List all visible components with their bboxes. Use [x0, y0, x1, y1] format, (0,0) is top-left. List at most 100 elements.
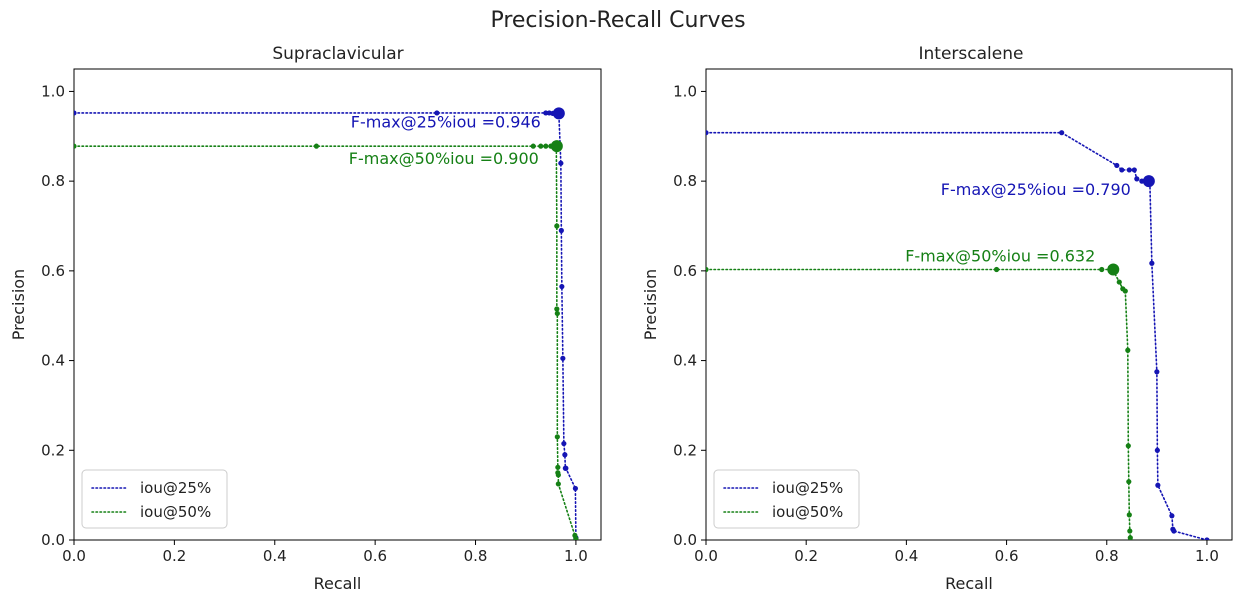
y-tick-label: 1.0: [41, 82, 65, 100]
data-point: [1154, 447, 1160, 453]
series-iou@50%: [706, 263, 1133, 540]
data-point: [1127, 528, 1133, 534]
data-point: [558, 227, 564, 234]
subplot-title: Supraclavicular: [272, 44, 403, 64]
subplots: Supraclavicular 0.0 0.2 0.4 0.6 0.8 1.0 0.0 0.2 0…: [9, 44, 1233, 593]
data-point: [1122, 288, 1128, 294]
legend-label: iou@25%: [772, 479, 843, 497]
data-point: [558, 160, 564, 166]
subplot-title: Interscalene: [919, 44, 1024, 64]
y-tick-label: 0.2: [41, 441, 65, 459]
data-point: [554, 306, 560, 312]
data-point: [559, 283, 565, 290]
legend-label: iou@50%: [140, 503, 211, 521]
data-point: [1125, 347, 1131, 353]
series-iou@25%: [706, 130, 1210, 540]
fmax-annotation: F-max@25%iou =0.790: [941, 180, 1131, 199]
x-tick-label: 0.0: [694, 547, 718, 565]
y-tick-label: 0.6: [41, 262, 65, 280]
data-point: [572, 485, 579, 492]
figure-title: Precision-Recall Curves: [490, 8, 745, 33]
data-point: [1204, 537, 1210, 540]
data-point: [555, 464, 561, 470]
data-point: [1126, 167, 1132, 173]
x-tick-label: 0.8: [1095, 547, 1119, 565]
data-point: [554, 310, 560, 317]
x-tick-label: 0.0: [62, 547, 86, 565]
data-point: [1149, 260, 1155, 266]
data-point: [1127, 535, 1133, 540]
data-point: [1154, 369, 1160, 375]
x-tick-label: 0.8: [464, 547, 488, 565]
x-tick-label: 0.2: [794, 547, 818, 565]
y-tick-label: 0.4: [673, 352, 697, 370]
data-point: [563, 465, 569, 471]
data-point: [434, 110, 440, 116]
data-point: [543, 143, 549, 149]
legend-label: iou@25%: [140, 479, 211, 497]
y-tick-label: 0.0: [673, 531, 697, 549]
fmax-annotation: F-max@50%iou =0.900: [349, 149, 539, 168]
data-point: [993, 266, 1000, 273]
y-tick-label: 0.2: [673, 441, 697, 459]
fmax-marker: [1142, 175, 1155, 188]
x-tick-label: 0.6: [363, 547, 387, 565]
axes-frame: [73, 68, 602, 541]
data-point: [1114, 162, 1120, 169]
data-point: [573, 536, 579, 540]
data-point: [530, 143, 536, 149]
y-tick-label: 0.4: [41, 352, 65, 370]
subplot-1: Supraclavicular 0.0 0.2 0.4 0.6 0.8 1.0 0.0 0.2 0…: [9, 44, 602, 593]
data-point: [561, 440, 567, 447]
data-point: [1059, 130, 1065, 136]
data-point: [1126, 479, 1132, 485]
y-tick-label: 0.8: [673, 172, 697, 190]
fmax-marker: [1107, 263, 1120, 276]
y-axis-label: Precision: [9, 269, 28, 340]
legend-box: [81, 469, 228, 529]
data-point: [1125, 443, 1131, 449]
y-axis-label: Precision: [641, 269, 660, 340]
data-point: [1169, 513, 1175, 519]
data-point: [538, 143, 544, 149]
x-tick-label: 0.6: [995, 547, 1019, 565]
data-point: [1126, 512, 1132, 518]
legend: iou@25% iou@50%: [713, 469, 860, 529]
y-tick-label: 0.0: [41, 531, 65, 549]
series-iou@50%: [74, 140, 579, 540]
data-point: [555, 472, 561, 478]
data-point: [1155, 482, 1161, 488]
data-point: [74, 110, 77, 116]
data-point: [1119, 167, 1125, 173]
fmax-marker: [552, 107, 565, 120]
x-axis-label: Recall: [314, 574, 362, 593]
data-point: [1099, 266, 1105, 273]
data-point: [706, 130, 709, 136]
legend-box: [713, 469, 860, 529]
fmax-annotation: F-max@25%iou =0.946: [351, 112, 541, 131]
data-point: [560, 355, 566, 361]
data-point: [1171, 528, 1177, 534]
legend-label: iou@50%: [772, 503, 843, 521]
y-tick-label: 0.8: [41, 172, 65, 190]
data-point: [1131, 167, 1137, 173]
x-tick-label: 0.4: [263, 547, 287, 565]
legend: iou@25% iou@50%: [81, 469, 228, 529]
data-point: [1134, 176, 1140, 182]
data-point: [554, 434, 560, 440]
data-point: [555, 481, 561, 487]
x-tick-label: 1.0: [1195, 547, 1219, 565]
data-point: [706, 266, 709, 273]
data-point: [74, 143, 77, 149]
fmax-marker: [550, 140, 563, 153]
x-tick-label: 0.4: [894, 547, 918, 565]
data-point: [1116, 279, 1122, 285]
subplot-2: Interscalene 0.0 0.2 0.4 0.6 0.8 1.0 0.0 0.2 0.4 0…: [641, 44, 1233, 593]
y-tick-label: 1.0: [673, 82, 697, 100]
x-tick-label: 0.2: [162, 547, 186, 565]
data-point: [313, 143, 320, 149]
fmax-annotation: F-max@50%iou =0.632: [905, 247, 1095, 266]
data-point: [554, 223, 560, 229]
x-tick-label: 1.0: [564, 547, 588, 565]
